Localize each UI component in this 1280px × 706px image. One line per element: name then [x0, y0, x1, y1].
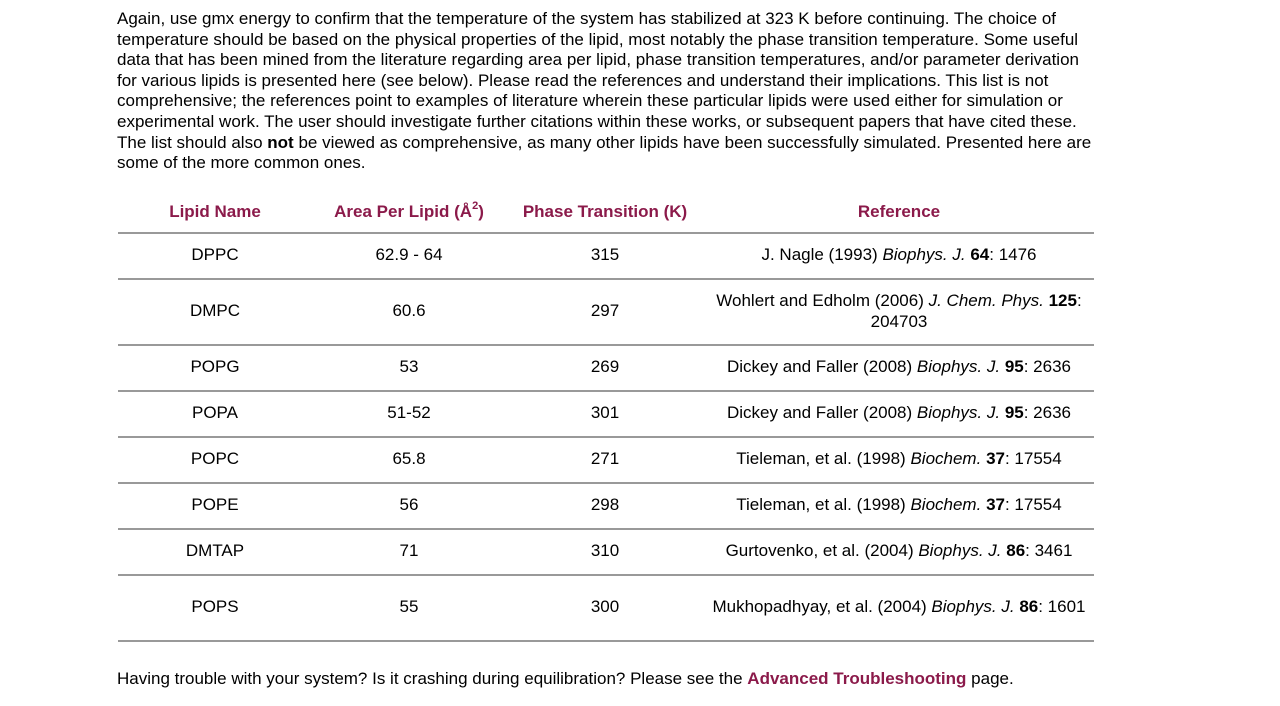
cell-reference: Dickey and Faller (2008) Biophys. J. 95:…	[704, 344, 1094, 392]
table-row: POPG 53 269 Dickey and Faller (2008) Biophy…	[118, 344, 1094, 392]
table-header: Lipid Name Area Per Lipid (Å2) Phase Tra…	[118, 191, 1094, 234]
intro-emphasis: not	[267, 132, 294, 152]
cell-lipid-name: POPE	[118, 482, 312, 530]
table-row: POPE 56 298 Tieleman, et al. (1998) Biochem…	[118, 482, 1094, 530]
cell-lipid-name: POPS	[118, 574, 312, 642]
table-row: POPS 55 300 Mukhopadhyay, et al. (2004) Bio…	[118, 574, 1094, 642]
reference-page: : 17554	[1004, 495, 1062, 515]
reference-volume: 86	[1019, 597, 1039, 617]
reference-page: : 1476	[989, 245, 1037, 265]
intro-paragraph: Again, use gmx energy to confirm that th…	[117, 9, 1097, 174]
outro-text-after: page.	[971, 669, 1014, 688]
table-row: DMPC 60.6 297 Wohlert and Edholm (2006) J. …	[118, 278, 1094, 346]
cell-reference: Mukhopadhyay, et al. (2004) Biophys. J. …	[704, 574, 1094, 642]
outro-text-before: Having trouble with your system? Is it c…	[117, 669, 743, 688]
cell-reference: Tieleman, et al. (1998) Biochem. 37: 175…	[704, 436, 1094, 484]
reference-journal: Biophys. J.	[882, 245, 966, 265]
cell-phase-transition: 271	[506, 436, 704, 484]
header-lipid-name: Lipid Name	[118, 191, 312, 234]
cell-phase-transition: 300	[506, 574, 704, 642]
reference-page: : 2636	[1023, 403, 1071, 423]
header-row: Lipid Name Area Per Lipid (Å2) Phase Tra…	[118, 191, 1094, 234]
reference-journal: Biophys. J.	[916, 403, 1001, 423]
cell-reference: Tieleman, et al. (1998) Biochem. 37: 175…	[704, 482, 1094, 530]
main-content: Again, use gmx energy to confirm that th…	[117, 9, 1097, 642]
reference-journal: Biophys. J.	[918, 541, 1002, 561]
reference-authors: Gurtovenko, et al. (2004)	[725, 541, 914, 561]
reference-journal: Biophys. J.	[931, 597, 1015, 617]
reference-volume: 37	[986, 449, 1005, 469]
intro-text-after: be viewed as comprehensive, as many othe…	[117, 132, 1092, 173]
cell-area-per-lipid: 62.9 - 64	[312, 232, 506, 280]
cell-area-per-lipid: 53	[312, 344, 506, 392]
header-reference: Reference	[704, 191, 1094, 234]
cell-lipid-name: DPPC	[118, 232, 312, 280]
reference-volume: 37	[986, 495, 1005, 515]
cell-area-per-lipid: 65.8	[312, 436, 506, 484]
reference-authors: Mukhopadhyay, et al. (2004)	[712, 597, 927, 617]
troubleshooting-note: Having trouble with your system? Is it c…	[117, 669, 1014, 689]
cell-area-per-lipid: 51-52	[312, 390, 506, 438]
cell-phase-transition: 301	[506, 390, 704, 438]
cell-lipid-name: POPC	[118, 436, 312, 484]
reference-page: : 2636	[1023, 357, 1071, 377]
reference-journal: Biophys. J.	[916, 357, 1001, 377]
cell-reference: Dickey and Faller (2008) Biophys. J. 95:…	[704, 390, 1094, 438]
cell-phase-transition: 310	[506, 528, 704, 576]
reference-authors: Tieleman, et al. (1998)	[736, 449, 906, 469]
cell-phase-transition: 297	[506, 278, 704, 346]
reference-volume: 95	[1004, 403, 1024, 423]
reference-page: : 204703	[870, 291, 1082, 331]
reference-authors: Dickey and Faller (2008)	[726, 357, 913, 377]
reference-journal: Biochem.	[910, 449, 982, 469]
header-area-per-lipid: Area Per Lipid (Å2)	[312, 191, 506, 234]
cell-phase-transition: 269	[506, 344, 704, 392]
cell-reference: Wohlert and Edholm (2006) J. Chem. Phys.…	[704, 278, 1094, 346]
reference-journal: Biochem.	[910, 495, 982, 515]
cell-area-per-lipid: 55	[312, 574, 506, 642]
intro-text-before: Again, use gmx energy to confirm that th…	[117, 9, 1079, 152]
reference-page: : 17554	[1004, 449, 1062, 469]
reference-authors: Tieleman, et al. (1998)	[736, 495, 906, 515]
reference-volume: 86	[1006, 541, 1026, 561]
cell-phase-transition: 298	[506, 482, 704, 530]
reference-authors: Dickey and Faller (2008)	[726, 403, 913, 423]
cell-reference: Gurtovenko, et al. (2004) Biophys. J. 86…	[704, 528, 1094, 576]
reference-volume: 64	[970, 245, 990, 265]
cell-reference: J. Nagle (1993) Biophys. J. 64: 1476	[704, 232, 1094, 280]
cell-area-per-lipid: 60.6	[312, 278, 506, 346]
table-row: DPPC 62.9 - 64 315 J. Nagle (1993) Biophys.…	[118, 232, 1094, 280]
header-area-superscript: 2	[472, 199, 479, 212]
cell-lipid-name: POPG	[118, 344, 312, 392]
cell-lipid-name: POPA	[118, 390, 312, 438]
cell-phase-transition: 315	[506, 232, 704, 280]
header-area-text: Area Per Lipid (Å	[334, 201, 473, 221]
header-area-close: )	[478, 201, 484, 221]
cell-lipid-name: DMTAP	[118, 528, 312, 576]
reference-page: : 1601	[1038, 597, 1086, 617]
reference-authors: Wohlert and Edholm (2006)	[716, 291, 924, 311]
table-body: DPPC 62.9 - 64 315 J. Nagle (1993) Biophys.…	[118, 232, 1094, 642]
cell-area-per-lipid: 56	[312, 482, 506, 530]
header-phase-transition: Phase Transition (K)	[506, 191, 704, 234]
table-row: DMTAP 71 310 Gurtovenko, et al. (2004) Biop…	[118, 528, 1094, 576]
reference-volume: 125	[1048, 291, 1077, 311]
cell-lipid-name: DMPC	[118, 278, 312, 346]
advanced-troubleshooting-link[interactable]: Advanced Troubleshooting	[747, 669, 967, 688]
reference-volume: 95	[1004, 357, 1024, 377]
table-row: POPC 65.8 271 Tieleman, et al. (1998) Bioch…	[118, 436, 1094, 484]
table-row: POPA 51-52 301 Dickey and Faller (2008) Bio…	[118, 390, 1094, 438]
reference-page: : 3461	[1025, 541, 1073, 561]
reference-authors: J. Nagle (1993)	[761, 245, 878, 265]
lipid-table: Lipid Name Area Per Lipid (Å2) Phase Tra…	[118, 191, 1094, 642]
reference-journal: J. Chem. Phys.	[928, 291, 1044, 311]
cell-area-per-lipid: 71	[312, 528, 506, 576]
